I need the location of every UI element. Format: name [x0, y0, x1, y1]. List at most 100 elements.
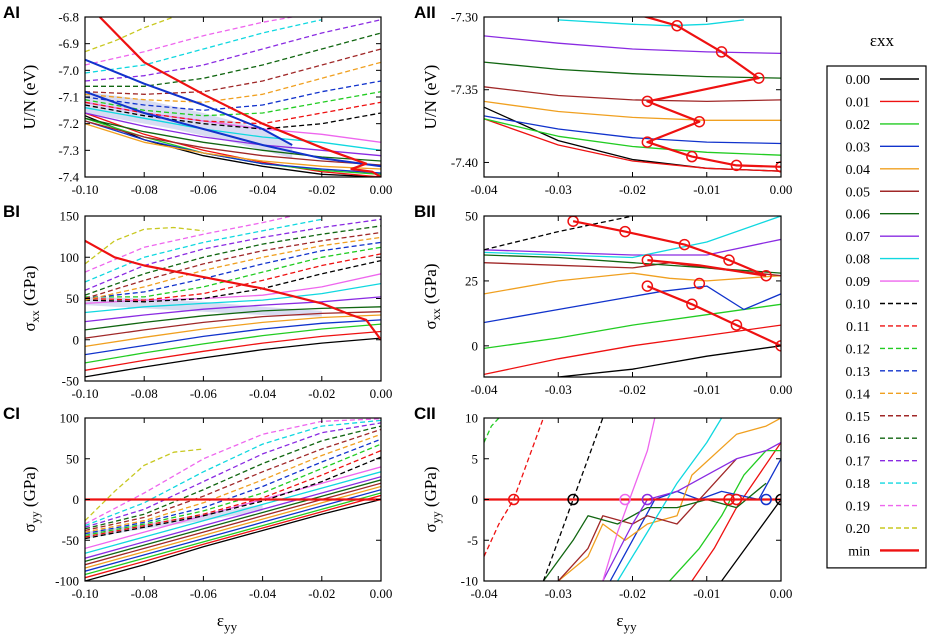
data-marker [619, 493, 631, 506]
x-tick-label: 0.00 [370, 182, 393, 197]
series-line [484, 216, 781, 259]
y-tick-label: -7.0 [58, 63, 79, 78]
y-axis-label: σyy (GPa) [20, 466, 42, 532]
legend-entry: 0.14 [846, 387, 919, 402]
series-line [484, 324, 781, 376]
data-marker [760, 269, 772, 282]
y-tick-label: 100 [60, 250, 80, 265]
series-line [642, 17, 781, 168]
series-line [85, 226, 204, 265]
data-marker [715, 46, 728, 58]
series-line [484, 216, 633, 251]
x-tick-label: -0.04 [249, 586, 277, 601]
series-line [85, 419, 381, 527]
series-line [85, 425, 381, 530]
y-tick-label: 150 [60, 209, 80, 224]
series-line [572, 220, 767, 277]
panel-bi: -0.10 -0.08 -0.06 -0.04 -0.02 0.00 -50 0 50 100 15… [3, 202, 392, 401]
x-tick-label: -0.06 [190, 386, 218, 401]
legend-entry-label: 0.02 [846, 118, 871, 133]
legend-entry-label: 0.06 [846, 208, 871, 223]
series-line [85, 107, 381, 151]
y-tick-label: 25 [465, 273, 478, 288]
series-line [558, 19, 744, 27]
legend-entry-label: 0.16 [846, 432, 871, 447]
series-line [85, 115, 381, 177]
series-line [721, 499, 781, 581]
x-tick-label: -0.01 [693, 586, 720, 601]
series-line [85, 273, 381, 305]
legend-entry-label: 0.14 [846, 387, 871, 402]
series-line [85, 239, 381, 341]
series-line [542, 482, 767, 581]
panel-label: AI [3, 3, 20, 22]
x-tick-label: 0.00 [770, 182, 793, 197]
legend-entry-label: 0.09 [846, 275, 871, 290]
data-marker [641, 95, 654, 108]
series-line [484, 100, 781, 121]
panel-bii: -0.04 -0.03 -0.02 -0.01 0.00 0 25 50 BII σxx (GPa… [414, 202, 792, 397]
legend-title: εxx [870, 31, 895, 50]
series-line [484, 418, 545, 557]
panel-label: AII [414, 3, 436, 22]
legend-entry-label: 0.11 [846, 320, 870, 335]
data-marker [507, 493, 520, 506]
series-line [85, 104, 381, 130]
legend-entry-label: 0.18 [846, 477, 871, 492]
legend-entry-label: 0.05 [846, 185, 871, 200]
x-tick-label: -0.01 [693, 382, 720, 397]
x-tick-label: -0.10 [71, 586, 98, 601]
series-line [85, 19, 381, 82]
x-axis-label: εyy [616, 611, 637, 634]
panel-label: CI [3, 404, 20, 423]
x-tick-label: -0.01 [693, 182, 720, 197]
legend-entry: 0.17 [846, 455, 919, 470]
series-line [85, 337, 381, 378]
series-line [85, 494, 381, 579]
data-marker [641, 136, 654, 148]
series-line [85, 492, 381, 576]
y-tick-label: 50 [66, 451, 79, 466]
series-line [85, 489, 381, 572]
legend-entry: 0.08 [846, 253, 919, 268]
legend-entry-label: 0.04 [846, 163, 871, 178]
series-line [85, 498, 381, 581]
legend-entry: 0.04 [846, 163, 919, 178]
legend-entry-label: 0.12 [846, 342, 871, 357]
y-axis-label: U/N (eV) [421, 65, 440, 130]
series-line [85, 123, 381, 170]
series-line [85, 58, 293, 146]
legend-entry: 0.12 [846, 342, 919, 357]
x-tick-label: -0.08 [131, 182, 158, 197]
series-line [609, 458, 781, 581]
series-line [85, 422, 381, 528]
y-tick-label: -6.9 [58, 36, 79, 51]
data-marker [723, 254, 735, 266]
series-line [85, 456, 381, 540]
x-tick-label: -0.06 [190, 586, 218, 601]
x-tick-label: -0.03 [545, 182, 572, 197]
series-line [484, 61, 781, 79]
y-tick-label: 0 [73, 332, 80, 347]
series-line [85, 282, 381, 314]
y-tick-label: -7.1 [58, 90, 79, 105]
series-line [85, 476, 381, 559]
series-line [85, 330, 381, 371]
series-line [646, 285, 781, 347]
series-line [557, 458, 737, 581]
legend-box [826, 65, 927, 569]
series-line [85, 319, 381, 356]
data-marker [678, 238, 691, 251]
data-marker [775, 161, 781, 173]
data-marker [641, 254, 654, 266]
data-marker [693, 115, 706, 128]
y-tick-label: 100 [60, 411, 80, 426]
y-tick-label: -50 [62, 533, 79, 548]
series-line [647, 259, 767, 277]
series-line [617, 418, 723, 581]
series-line [85, 241, 381, 300]
y-tick-label: 50 [465, 209, 478, 224]
y-axis-label: U/N (eV) [20, 65, 39, 130]
legend-entry: 0.07 [846, 230, 919, 245]
y-tick-label: -7.3 [58, 143, 79, 158]
